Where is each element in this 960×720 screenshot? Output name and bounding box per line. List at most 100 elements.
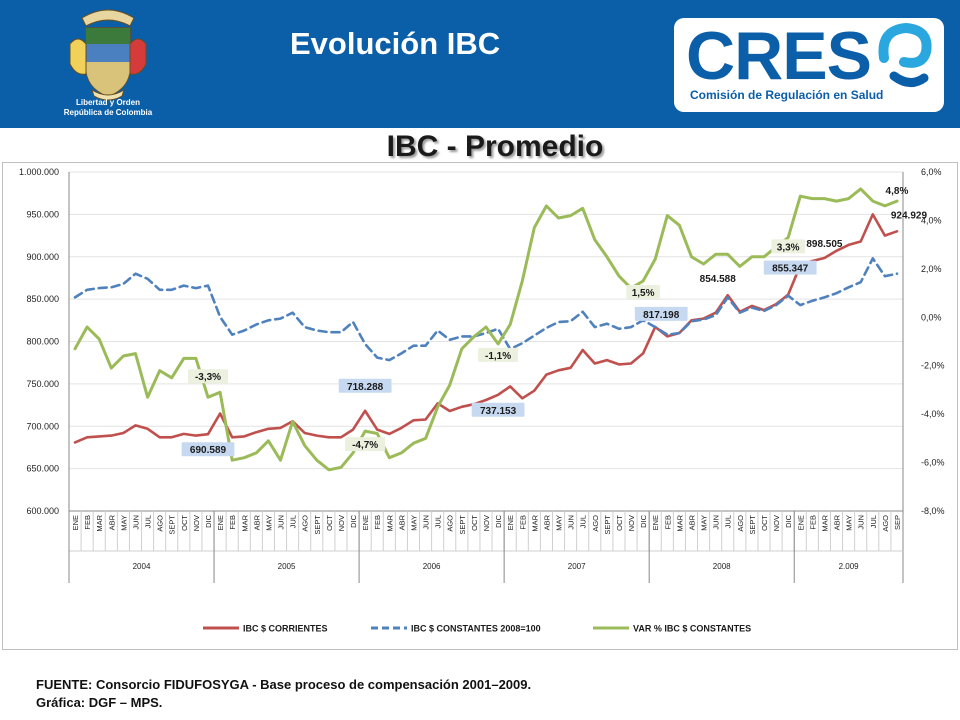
y-left-tick-label: 900.000 <box>26 252 59 262</box>
legend-label-2: IBC $ CONSTANTES 2008=100 <box>411 624 541 634</box>
x-tick-label: SEPT <box>313 515 322 535</box>
data-label: 924.929 <box>891 210 928 221</box>
x-tick-label: OCT <box>615 515 624 531</box>
x-tick-label: SEP <box>893 515 902 530</box>
x-tick-label: JUN <box>567 515 576 530</box>
x-tick-label: ABR <box>397 514 406 530</box>
data-label-box <box>763 260 817 275</box>
x-tick-label: SEPT <box>748 515 757 535</box>
x-tick-label: OCT <box>470 515 479 531</box>
x-tick-label: ENE <box>361 515 370 530</box>
data-label-box <box>338 378 392 393</box>
x-tick-label: NOV <box>772 515 781 531</box>
x-tick-label: AGO <box>881 515 890 532</box>
y-left-tick-label: 850.000 <box>26 294 59 304</box>
y-right-tick-label: 0,0% <box>921 312 942 322</box>
x-tick-label: DIC <box>349 514 358 528</box>
year-label: 2005 <box>278 562 296 571</box>
x-tick-label: DIC <box>204 514 213 528</box>
year-label: 2007 <box>568 562 586 571</box>
x-tick-label: JUN <box>712 515 721 530</box>
x-tick-label: JUN <box>422 515 431 530</box>
y-left-tick-label: 750.000 <box>26 379 59 389</box>
x-tick-label: DIC <box>639 514 648 528</box>
x-tick-label: ABR <box>542 514 551 530</box>
x-tick-label: SEPT <box>168 515 177 535</box>
x-tick-label: JUL <box>289 515 298 528</box>
x-tick-label: MAR <box>675 514 684 531</box>
x-tick-label: ABR <box>252 514 261 530</box>
crest-caption: Libertad y Orden República de Colombia <box>52 98 164 118</box>
x-tick-label: MAY <box>264 515 273 531</box>
crest-line-1: Libertad y Orden <box>75 98 140 107</box>
x-tick-label: AGO <box>736 515 745 532</box>
data-label-box <box>478 347 519 362</box>
line-chart: 600.000 650.000 700.000 750.000 800.000 850.0… <box>19 167 945 634</box>
header-banner: Libertad y Orden República de Colombia E… <box>0 0 960 128</box>
x-tick-label: FEB <box>663 515 672 530</box>
x-tick-label: FEB <box>518 515 527 530</box>
y-right-tick-label: -6,0% <box>921 458 945 468</box>
chart-frame: 600.000 650.000 700.000 750.000 800.000 850.0… <box>2 162 958 650</box>
x-tick-label: JUL <box>724 515 733 528</box>
y-right-tick-label: 6,0% <box>921 167 942 177</box>
data-label-box <box>345 437 386 452</box>
x-tick-label: MAR <box>95 514 104 531</box>
year-label: 2006 <box>423 562 441 571</box>
x-tick-label: ABR <box>687 514 696 530</box>
x-tick-label: MAR <box>820 514 829 531</box>
data-label: -1,1% <box>485 351 511 362</box>
x-tick-label: SEPT <box>458 515 467 535</box>
data-label-box <box>181 442 235 457</box>
crest-line-2: República de Colombia <box>63 108 153 117</box>
y-left-tick-label: 1.000.000 <box>19 167 59 177</box>
year-label: 2008 <box>713 562 731 571</box>
data-label-box <box>626 284 660 299</box>
legend-label-3: VAR % IBC $ CONSTANTES <box>633 624 751 634</box>
chart-title: IBC - Promedio <box>386 130 604 163</box>
data-label: 690.589 <box>190 445 227 456</box>
y-left-tick-label: 950.000 <box>26 209 59 219</box>
x-tick-label: MAY <box>700 515 709 531</box>
x-tick-label: MAY <box>845 515 854 531</box>
y-right-tick-label: -8,0% <box>921 506 945 516</box>
data-label: 737.153 <box>480 406 517 417</box>
x-tick-label: FEB <box>808 515 817 530</box>
y-right-tick-label: -4,0% <box>921 409 945 419</box>
x-tick-label: FEB <box>373 515 382 530</box>
x-tick-label: JUL <box>579 515 588 528</box>
logo-swirl-icon <box>878 22 932 87</box>
year-label: 2004 <box>133 562 151 571</box>
x-tick-label: ENE <box>506 515 515 530</box>
x-tick-label: JUN <box>857 515 866 530</box>
data-label: -4,7% <box>352 440 378 451</box>
y-right-tick-label: 4,0% <box>921 215 942 225</box>
x-tick-label: AGO <box>446 515 455 532</box>
y-left-tick-label: 800.000 <box>26 337 59 347</box>
page-title: Evolución IBC <box>290 26 501 61</box>
data-label-box <box>634 306 688 321</box>
x-tick-label: MAR <box>240 514 249 531</box>
x-tick-label: NOV <box>192 515 201 531</box>
data-label: 4,8% <box>886 186 909 197</box>
legend-label-1: IBC $ CORRIENTES <box>243 624 328 634</box>
x-tick-label: JUN <box>131 515 140 530</box>
x-tick-label: ABR <box>107 514 116 530</box>
x-tick-label: ENE <box>71 515 80 530</box>
x-tick-label: JUL <box>869 515 878 528</box>
data-label: 718.288 <box>347 382 384 393</box>
data-label: 854.588 <box>700 274 737 285</box>
data-label: 1,5% <box>632 288 655 299</box>
data-label-box <box>188 369 228 384</box>
x-tick-label: SEPT <box>603 515 612 535</box>
series-line-3 <box>73 187 899 472</box>
data-label: 855.347 <box>772 264 809 275</box>
x-tick-label: MAY <box>555 515 564 531</box>
x-tick-label: OCT <box>325 515 334 531</box>
data-label: 898.505 <box>806 239 843 250</box>
x-tick-label: OCT <box>760 515 769 531</box>
x-tick-label: NOV <box>482 515 491 531</box>
data-label: 3,3% <box>777 242 800 253</box>
x-tick-label: ENE <box>216 515 225 530</box>
y-right-tick-label: -2,0% <box>921 361 945 371</box>
